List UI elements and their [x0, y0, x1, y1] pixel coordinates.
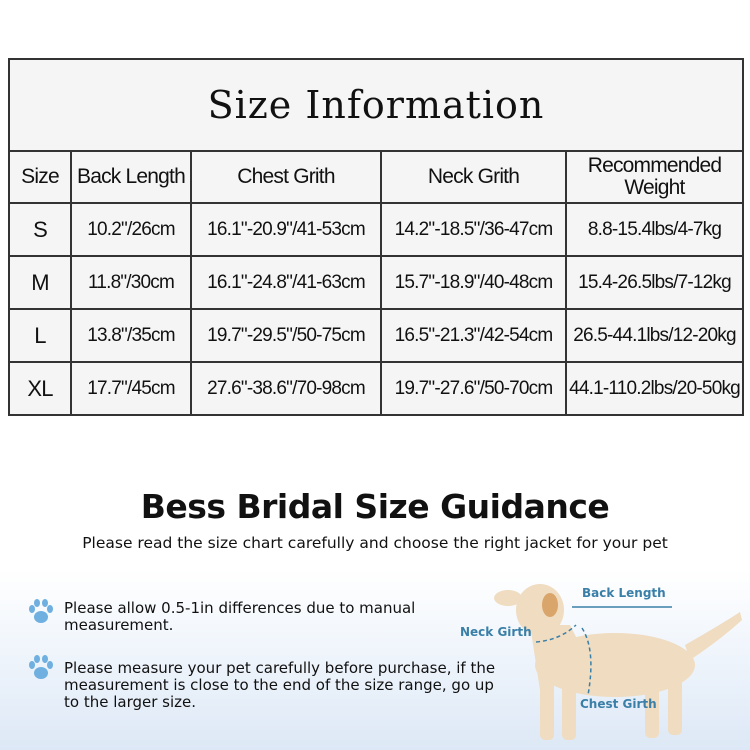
- note-2: Please measure your pet carefully before…: [64, 659, 496, 711]
- cell-chest-girth: 19.7"-29.5"/50-75cm: [190, 308, 382, 363]
- neck-girth-label: Neck Girth: [460, 625, 532, 639]
- header-weight: Recommended Weight: [564, 150, 745, 204]
- cell-size: S: [8, 202, 72, 257]
- back-length-label: Back Length: [582, 586, 666, 600]
- header-chest: Chest Grith: [190, 150, 382, 204]
- paw-icon: [29, 655, 53, 679]
- dog-measurement-diagram: Back Length Neck Girth Chest Girth: [460, 584, 742, 740]
- cell-back-length: 11.8"/30cm: [70, 255, 192, 310]
- header-neck: Neck Grith: [380, 150, 567, 204]
- cell-neck-girth: 16.5"-21.3"/42-54cm: [380, 308, 567, 363]
- guide-subtitle: Please read the size chart carefully and…: [82, 534, 668, 552]
- cell-weight: 44.1-110.2lbs/20-50kg: [564, 361, 745, 416]
- header-back-length: Back Length: [70, 150, 192, 204]
- header-size: Size: [8, 150, 72, 204]
- chest-girth-label: Chest Girth: [580, 697, 657, 711]
- paw-icon: [29, 599, 53, 623]
- cell-neck-girth: 19.7"-27.6"/50-70cm: [380, 361, 567, 416]
- cell-back-length: 13.8"/35cm: [70, 308, 192, 363]
- size-table: Size Information Size Back Length Chest …: [7, 58, 745, 416]
- cell-neck-girth: 14.2"-18.5"/36-47cm: [380, 202, 567, 257]
- table-row: S 10.2"/26cm 16.1"-20.9"/41-53cm 14.2"-18.5…: [8, 202, 745, 257]
- neck-girth-line: [535, 624, 577, 643]
- note-1: Please allow 0.5-1in differences due to …: [64, 599, 416, 634]
- cell-chest-girth: 16.1"-24.8"/41-63cm: [190, 255, 382, 310]
- guide-title: Bess Bridal Size Guidance: [140, 487, 610, 526]
- cell-chest-girth: 27.6"-38.6"/70-98cm: [190, 361, 382, 416]
- dog-illustration: [494, 584, 742, 740]
- table-row: L 13.8"/35cm 19.7"-29.5"/50-75cm 16.5"-21.3…: [8, 308, 745, 363]
- table-header-row: Size Back Length Chest Grith Neck Grith …: [8, 150, 745, 204]
- cell-neck-girth: 15.7"-18.9"/40-48cm: [380, 255, 567, 310]
- table-row: XL 17.7"/45cm 27.6"-38.6"/70-98cm 19.7"-27.…: [8, 361, 745, 416]
- cell-weight: 8.8-15.4lbs/4-7kg: [564, 202, 745, 257]
- chest-girth-line: [581, 627, 592, 696]
- cell-weight: 15.4-26.5lbs/7-12kg: [564, 255, 745, 310]
- cell-size: XL: [8, 361, 72, 416]
- cell-back-length: 10.2"/26cm: [70, 202, 192, 257]
- table-title: Size Information: [7, 58, 745, 152]
- table-row: M 11.8"/30cm 16.1"-24.8"/41-63cm 15.7"-18.9…: [8, 255, 745, 310]
- cell-weight: 26.5-44.1lbs/12-20kg: [564, 308, 745, 363]
- cell-back-length: 17.7"/45cm: [70, 361, 192, 416]
- cell-size: L: [8, 308, 72, 363]
- cell-size: M: [8, 255, 72, 310]
- cell-chest-girth: 16.1"-20.9"/41-53cm: [190, 202, 382, 257]
